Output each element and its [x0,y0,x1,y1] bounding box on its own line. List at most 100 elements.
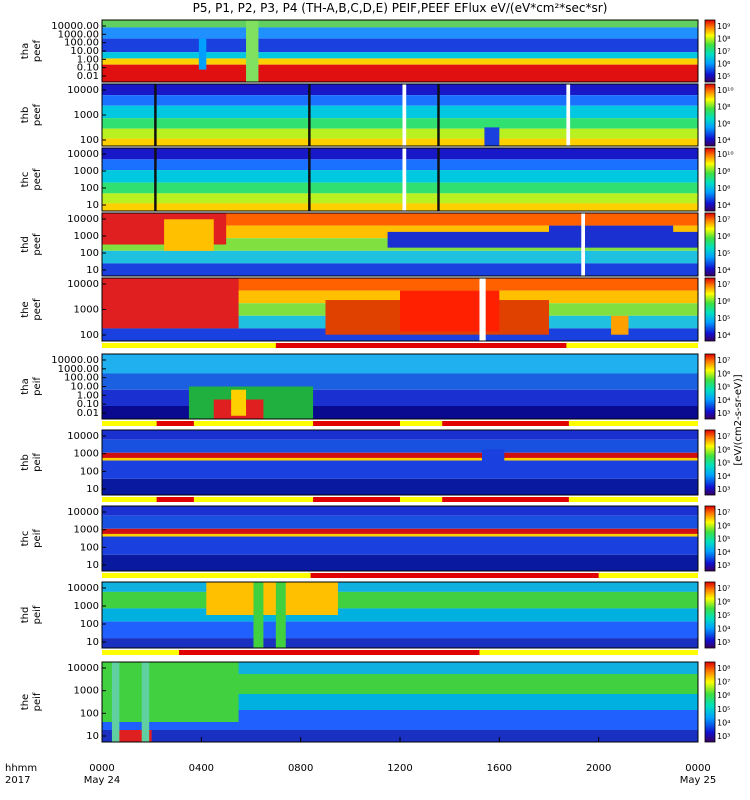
spectrogram-feature [102,662,239,722]
y-tick-label: 1000 [74,166,99,177]
colorbar [705,354,715,419]
spectrogram-band [102,148,698,159]
y-tick-label: 100 [80,542,99,553]
colorbar-tick-label: 10⁸ [717,103,730,112]
spectrogram-band [102,84,698,95]
x-label-hhmm: hhmm [5,763,37,774]
y-tick-label: 1000 [74,110,99,121]
colorbar [705,148,715,211]
colorbar-tick-label: 10⁵ [717,705,730,714]
y-tick-label: 10 [86,560,99,571]
spectrogram-band [102,638,698,648]
colorbar-tick-label: 10⁵ [717,383,730,392]
y-axis-species-label: peif [32,529,43,548]
y-axis-probe-label: thb [20,107,31,124]
spectrogram-band [102,106,698,118]
colorbar-tick-label: 10⁴ [717,201,730,210]
spectrogram-band [102,479,698,495]
colorbar [705,582,715,648]
y-tick-label: 10000 [67,279,99,290]
y-tick-label: 1000 [74,601,99,612]
y-tick-label: 10000 [67,431,99,442]
spectrogram-feature [154,148,156,211]
colorbar-tick-label: 10⁶ [717,184,730,193]
y-tick-label: 10 [86,200,99,211]
spectrogram-feature [246,20,258,82]
y-axis-species-label: peef [32,39,43,62]
x-tick-label: 1200 [387,763,412,774]
spectrogram-band [102,170,698,183]
spectrogram-band [102,203,698,211]
spectrogram-feature [611,316,628,335]
x-tick-label: 0000 [89,763,114,774]
y-tick-label: 1000 [74,525,99,536]
x-tick-label: 0000 [685,763,710,774]
y-tick-label: 10000 [67,663,99,674]
y-tick-label: 100 [80,708,99,719]
mode-bar-segment [276,343,567,348]
mode-bar-segment [442,497,569,502]
spectrogram-feature [402,148,406,211]
spectrogram-band [102,608,698,621]
colorbar [705,506,715,571]
colorbar-tick-label: 10⁴ [717,718,730,727]
y-axis-probe-label: thd [20,607,31,624]
x-tick-date-label: May 25 [680,775,717,786]
spectrogram-feature [199,39,206,70]
y-axis-species-label: peif [32,377,43,396]
spectrogram-feature [482,450,504,470]
colorbar [705,430,715,495]
y-tick-label: 10000 [67,507,99,518]
colorbar-tick-label: 10³ [717,409,730,418]
colorbar-tick-label: 10⁶ [717,369,730,378]
spectrogram-band [102,458,698,461]
spectrogram-band [102,582,698,592]
y-tick-label: 10 [86,637,99,648]
y-tick-label: 1000 [74,231,99,242]
colorbar-tick-label: 10⁶ [717,297,730,306]
spectrogram-feature [308,148,310,211]
y-axis-probe-label: thc [20,172,31,188]
spectrogram-band [102,263,698,276]
colorbar-tick-label: 10⁶ [717,691,730,700]
spectrogram-band [102,537,698,555]
colorbar-tick-label: 10⁷ [717,47,730,56]
colorbar-tick-label: 10⁶ [717,598,730,607]
spectrogram-band [102,118,698,129]
colorbar-tick-label: 10⁵ [717,314,730,323]
mode-bar-segment [157,497,194,502]
colorbar-tick-label: 10⁷ [717,432,730,441]
colorbar-tick-label: 10³ [717,561,730,570]
spectrogram-band [102,516,698,529]
figure-title: P5, P1, P2, P3, P4 (TH-A,B,C,D,E) PEIF,P… [193,1,608,15]
y-tick-label: 100 [80,330,99,341]
mode-bar-segment [442,421,569,426]
colorbar-tick-label: 10⁴ [717,472,730,481]
y-tick-label: 10 [86,265,99,276]
panel-thd-peef: thdpeef1000010001001010⁷10⁶10⁵10⁴ [20,213,730,276]
spectrogram-feature [142,662,149,742]
y-axis-species-label: peef [32,233,43,256]
y-tick-label: 10 [86,731,99,742]
y-axis-probe-label: thd [20,236,31,253]
spectrogram-feature [484,127,499,146]
colorbar-tick-label: 10⁴ [717,396,730,405]
colorbar-tick-label: 10⁷ [717,280,730,289]
spectrogram-band [102,440,698,453]
spectrogram-band [102,95,698,106]
y-tick-label: 1000 [74,686,99,697]
colorbar-tick-label: 10¹⁰ [717,86,734,95]
y-axis-species-label: peef [32,103,43,126]
y-axis-species-label: peef [32,298,43,321]
panel-thc-peif: thcpeif1000010001001010⁷10⁶10⁵10⁴10³ [20,506,730,578]
y-tick-label: 0.01 [77,408,99,419]
spectrogram-band [102,506,698,516]
colorbar-tick-label: 10⁴ [717,625,730,634]
spectrogram-band [102,39,698,53]
colorbar-units-label: [eV/(cm2-s-sr-eV)] [733,374,744,465]
y-axis-species-label: peif [32,453,43,472]
y-tick-label: 10000 [67,85,99,96]
colorbar-tick-label: 10⁹ [717,22,730,31]
colorbar-tick-label: 10³ [717,485,730,494]
